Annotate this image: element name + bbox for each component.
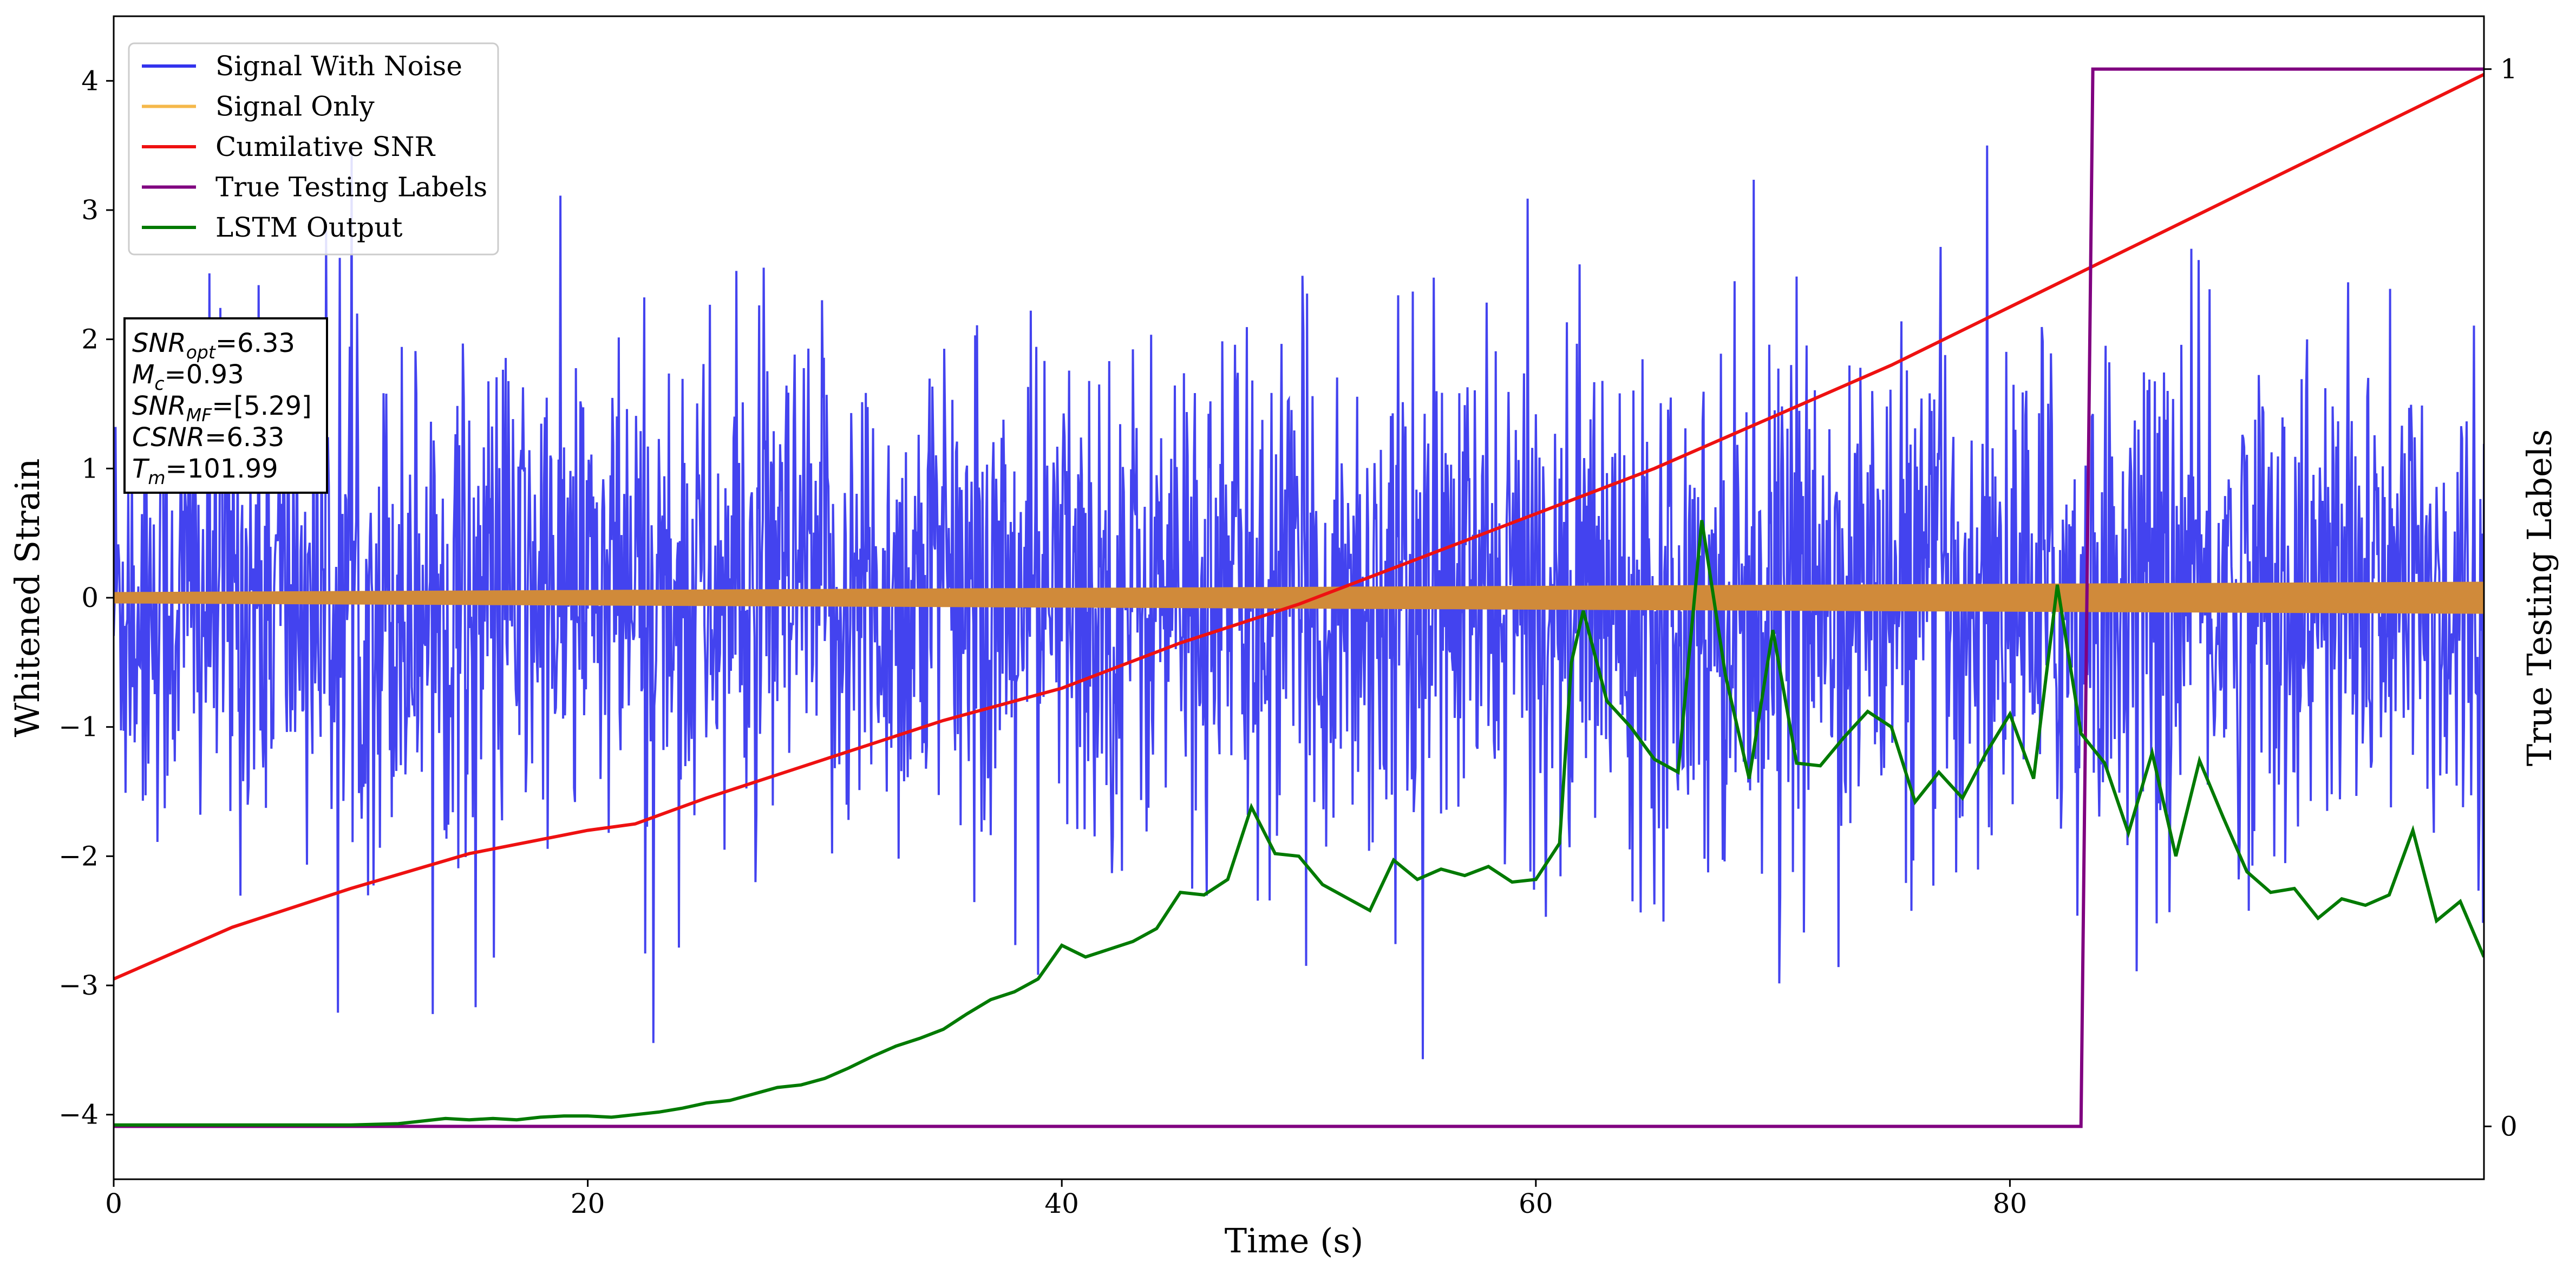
legend-entry: True Testing Labels: [215, 172, 487, 203]
annotation-symbol: CSNR: [132, 422, 205, 453]
y-axis-right-label: True Testing Labels: [2520, 429, 2559, 767]
lstm-output-series: [114, 520, 2484, 1127]
y-axis-label: Whitened Strain: [8, 459, 47, 737]
x-tick-label: 60: [1519, 1188, 1553, 1219]
y-tick-label: 0: [81, 582, 99, 613]
y-tick-label: 3: [81, 194, 99, 226]
annotation-value: =101.99: [165, 454, 278, 484]
y-tick-label: −4: [58, 1099, 99, 1131]
y-tick-label: 2: [81, 324, 99, 355]
annotation-symbol: SNR: [132, 391, 186, 421]
annotation-subscript: MF: [186, 404, 212, 426]
signal-only-series: [114, 582, 2484, 614]
annotation-symbol: M: [132, 360, 154, 390]
y-right-tick-label: 1: [2500, 54, 2518, 85]
y-axis-left: −4 −3 −2 −1 0 1 2 3 4: [58, 65, 114, 1131]
x-axis-label: Time (s): [1225, 1221, 1364, 1260]
annotation-subscript: opt: [186, 342, 216, 363]
legend-entry: Signal With Noise: [215, 50, 462, 82]
plot-area: [114, 67, 2484, 1128]
legend-entry: Signal Only: [215, 91, 375, 122]
annotation-value: =6.33: [205, 422, 284, 453]
annotation-box: [123, 317, 328, 494]
legend: Signal With Noise Signal Only Cumilative S…: [128, 42, 499, 256]
legend-entry: LSTM Output: [215, 212, 402, 243]
annotation-value: =6.33: [215, 328, 295, 358]
x-tick-label: 0: [105, 1188, 122, 1219]
y-tick-label: 4: [81, 65, 99, 96]
annotation-subscript: m: [148, 467, 165, 488]
legend-entry: Cumilative SNR: [215, 131, 435, 162]
annotation-subscript: c: [154, 373, 164, 394]
true-testing-labels-series: [114, 67, 2484, 1128]
parameter-annotation: SNRopt=6.33Mc=0.93SNRMF=[5.29]CSNR=6.33T…: [123, 317, 328, 494]
annotation-symbol: T: [132, 454, 150, 484]
x-axis: 0 20 40 60 80: [105, 1179, 2027, 1219]
y-tick-label: −1: [58, 711, 99, 743]
legend-box: [128, 42, 499, 256]
cumulative-snr-series: [114, 73, 2484, 981]
annotation-line: CSNR=6.33: [132, 422, 284, 453]
annotation-line: SNRMF=[5.29]: [132, 391, 312, 426]
annotation-value: =0.93: [165, 360, 244, 390]
y-tick-label: 1: [81, 453, 99, 484]
annotation-line: SNRopt=6.33: [132, 328, 295, 363]
y-right-tick-label: 0: [2500, 1110, 2518, 1142]
y-tick-label: −3: [58, 970, 99, 1001]
x-tick-label: 40: [1044, 1188, 1079, 1219]
annotation-symbol: SNR: [132, 328, 186, 358]
annotation-line: Mc=0.93: [132, 360, 244, 394]
x-tick-label: 80: [1993, 1188, 2028, 1219]
x-tick-label: 20: [571, 1188, 605, 1219]
annotation-line: Tm=101.99: [132, 454, 278, 488]
signal-with-noise-series: [114, 145, 2484, 1060]
y-axis-right: 01: [2484, 54, 2518, 1142]
y-tick-label: −2: [58, 840, 99, 872]
annotation-value: =[5.29]: [212, 391, 312, 421]
